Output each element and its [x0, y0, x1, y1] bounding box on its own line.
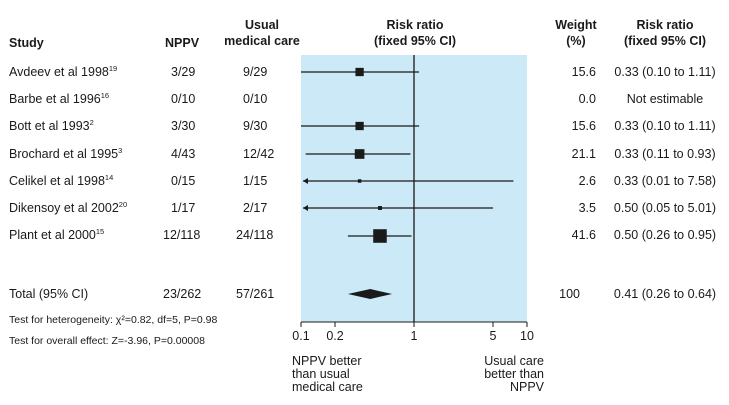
x-tick-label: 5	[490, 329, 497, 343]
study-name: Brochard et al 19953	[9, 146, 123, 161]
rr-value: 0.33 (0.10 to 1.11)	[614, 65, 716, 79]
study-name: Barbe et al 199616	[9, 91, 110, 106]
header-usual-line2: medical care	[224, 34, 300, 48]
study-name: Dikensoy et al 200220	[9, 200, 128, 215]
total-weight: 100	[559, 287, 580, 301]
usual-count: 9/30	[243, 119, 268, 133]
usual-count: 1/15	[243, 174, 268, 188]
point-estimate	[355, 121, 364, 131]
nppv-count: 1/17	[171, 201, 196, 215]
weight-value: 15.6	[571, 119, 596, 133]
study-name: Bott et al 19932	[9, 118, 94, 133]
point-estimate	[373, 229, 387, 243]
rr-value: 0.50 (0.05 to 5.01)	[613, 201, 717, 215]
point-estimate	[357, 179, 362, 183]
total-usual: 57/261	[236, 287, 275, 301]
header-rr-plot-line2: (fixed 95% CI)	[374, 34, 456, 48]
rr-value: 0.33 (0.01 to 7.58)	[613, 174, 717, 188]
study-name: Avdeev et al 199819	[9, 64, 118, 79]
x-tick-label: 0.2	[326, 329, 343, 343]
nppv-count: 3/30	[171, 119, 196, 133]
nppv-count: 12/118	[163, 228, 201, 242]
study-name: Plant et al 200015	[9, 227, 105, 242]
right-direction-label: Usual care better than NPPV	[484, 354, 544, 394]
nppv-count: 0/10	[171, 92, 196, 106]
pooled-diamond	[347, 289, 393, 299]
ci-left-arrow	[303, 205, 308, 211]
header-usual-line1: Usual	[244, 18, 280, 32]
usual-count: 12/42	[243, 147, 275, 161]
weight-value: 15.6	[571, 65, 596, 79]
nppv-count: 3/29	[171, 65, 196, 79]
header-rr-text-line1: Risk ratio	[636, 18, 694, 32]
rr-value: Not estimable	[626, 92, 704, 106]
usual-count: 2/17	[243, 201, 268, 215]
header-nppv: NPPV	[165, 36, 200, 50]
usual-count: 9/29	[243, 65, 268, 79]
weight-value: 0.0	[578, 92, 596, 106]
point-estimate	[355, 67, 364, 77]
usual-count: 24/118	[236, 228, 274, 242]
heterogeneity-test: Test for heterogeneity: χ²=0.82, df=5, P…	[9, 314, 218, 326]
rr-value: 0.33 (0.10 to 1.11)	[614, 119, 716, 133]
header-weight-line2: (%)	[566, 34, 586, 48]
point-estimate	[354, 149, 365, 159]
overall-effect-test: Test for overall effect: Z=-3.96, P=0.00…	[9, 335, 205, 347]
x-tick-label: 1	[411, 329, 418, 343]
rr-value: 0.50 (0.26 to 0.95)	[613, 228, 717, 242]
usual-count: 0/10	[243, 92, 268, 106]
left-direction-label: NPPV better than usual medical care	[292, 354, 363, 394]
x-tick-label: 0.1	[292, 329, 309, 343]
weight-value: 2.6	[578, 174, 596, 188]
weight-value: 41.6	[571, 228, 596, 242]
total-label: Total (95% CI)	[9, 287, 89, 301]
study-name: Celikel et al 199814	[9, 173, 114, 188]
point-estimate	[378, 206, 382, 210]
weight-value: 3.5	[578, 201, 596, 215]
weight-value: 21.1	[571, 147, 596, 161]
ci-left-arrow	[303, 178, 308, 184]
header-weight-line1: Weight	[555, 18, 597, 32]
header-study: Study	[9, 36, 44, 50]
nppv-count: 0/15	[171, 174, 196, 188]
nppv-count: 4/43	[171, 147, 196, 161]
rr-value: 0.33 (0.11 to 0.93)	[614, 147, 716, 161]
x-tick-label: 10	[520, 329, 534, 343]
header-rr-plot-line1: Risk ratio	[386, 18, 444, 32]
total-nppv: 23/262	[163, 287, 202, 301]
header-rr-text-line2: (fixed 95% CI)	[624, 34, 706, 48]
total-rr: 0.41 (0.26 to 0.64)	[613, 287, 717, 301]
